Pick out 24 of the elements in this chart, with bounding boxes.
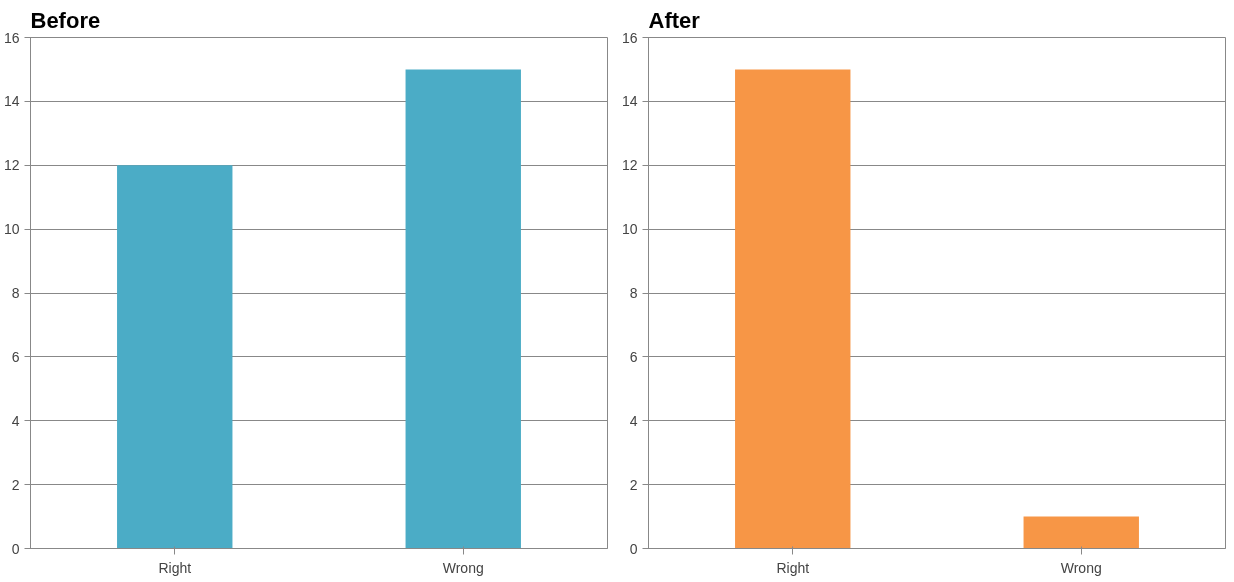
- y-tick-label: 6: [11, 348, 20, 365]
- y-tick-label: 6: [629, 348, 638, 365]
- y-tick-label: 12: [621, 157, 638, 174]
- y-tick-label: 14: [621, 93, 638, 110]
- x-tick-label: Right: [776, 559, 810, 576]
- chart-title: After: [648, 7, 701, 33]
- y-tick-label: 12: [3, 157, 20, 174]
- y-tick-label: 2: [11, 476, 20, 493]
- y-tick-label: 4: [629, 412, 638, 429]
- y-tick-label: 2: [629, 476, 638, 493]
- y-tick-label: 4: [11, 412, 20, 429]
- y-tick-label: 8: [629, 285, 638, 301]
- x-tick-label: Wrong: [1060, 559, 1102, 576]
- y-tick-label: 14: [3, 93, 20, 110]
- y-tick-label: 10: [621, 221, 638, 238]
- x-tick-label: Right: [158, 559, 192, 576]
- y-tick-label: 16: [621, 29, 638, 46]
- y-tick-label: 16: [3, 29, 20, 46]
- y-tick-label: 0: [629, 540, 638, 557]
- chart-title: Before: [30, 7, 101, 33]
- y-tick-label: 0: [11, 540, 20, 557]
- y-tick-label: 10: [3, 221, 20, 238]
- x-tick-label: Wrong: [442, 559, 484, 576]
- y-tick-label: 8: [11, 285, 20, 301]
